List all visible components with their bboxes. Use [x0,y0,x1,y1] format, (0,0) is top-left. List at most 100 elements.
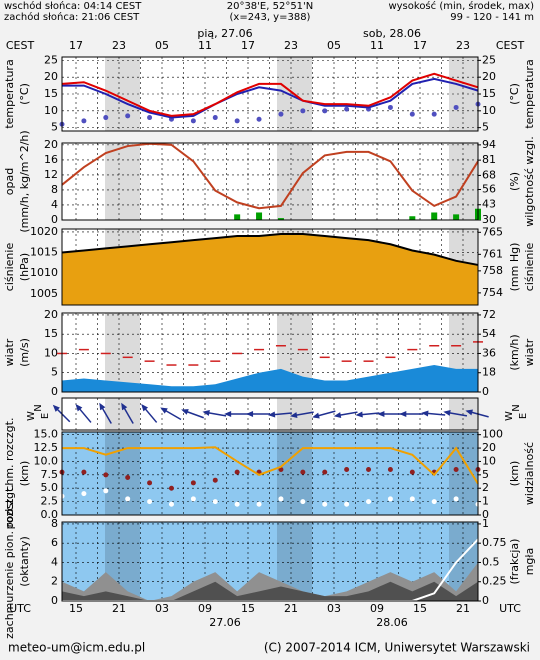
arrow-head [421,410,429,417]
y-tick-label: 25 [44,53,58,66]
hour-label: 21 [112,602,126,615]
y2-tick-label: 68 [482,168,496,181]
arrow-head [333,412,342,418]
coords: 20°38'E, 52°51'N [227,1,314,12]
y2-tick-label: 18 [482,366,496,379]
y2-axis-label: widzialność [523,442,536,505]
y-tick-label: 2 [51,575,58,588]
y-axis-unit: (km) [18,461,31,487]
y-tick-label: 0 [51,385,58,398]
date-label: pią, 27.06 [197,27,252,40]
series-dot [366,466,372,472]
y-tick-label: 16 [44,153,58,166]
wind-arrow [75,404,92,423]
wind-arrow [443,410,468,417]
precip-bar [453,214,460,220]
y2-tick-label: 1 [482,517,489,530]
compass-label: E [518,413,529,419]
series-dot [190,118,196,124]
y2-tick-label: 25 [482,53,496,66]
y2-tick-label: 10 [482,104,496,117]
night-band [277,143,312,220]
arrow-head [121,402,128,411]
y-tick-label: 12 [44,168,58,181]
y-tick-label: 2.5 [41,495,59,508]
y-axis-label: ciśnienie [3,243,16,292]
y-tick-label: 20 [44,70,58,83]
wind-arrow [377,411,402,417]
hour-label: 09 [370,602,384,615]
series-dot [322,108,328,114]
y2-tick-label: 1 [482,495,489,508]
series-dot [387,496,393,502]
night-band [277,432,312,515]
y-tick-label: 8 [51,517,58,530]
night-band [105,432,140,515]
y2-axis-unit: (km) [508,461,521,487]
y-tick-label: 8 [51,183,58,196]
series-dot [190,496,196,502]
arrow-head [181,409,189,415]
series-dot [300,469,306,475]
series-line [61,142,479,210]
arrow-head [75,404,83,412]
arrow-head [224,411,232,417]
hour-label: 23 [112,39,126,52]
y2-tick-label: 0.5 [482,555,500,568]
wind-arrow [399,411,424,417]
y-tick-label: 10 [44,104,58,117]
y-tick-label: 6 [51,536,58,549]
hour-label: 23 [456,39,470,52]
night-band [449,432,478,515]
y-tick-label: 1020 [30,225,58,238]
y2-tick-label: 56 [482,182,496,195]
y2-axis-unit: (frakcja) [508,539,521,585]
hour-label: 11 [370,39,384,52]
series-dot [212,115,218,121]
y-axis-label: podst. chm. rozczgt. [3,418,16,530]
y-tick-label: 10.0 [34,454,59,467]
y-axis-label: temperatura [3,59,16,128]
y2-tick-label: 0 [482,508,489,521]
hour-label: 09 [198,602,212,615]
y-tick-label: 4 [51,198,58,211]
wind-arrow [141,404,158,423]
series-dot [322,469,328,475]
series-dot [147,115,153,121]
compass-label: N [33,404,44,411]
hour-label: 17 [413,39,427,52]
y2-axis-label: ciśnienie [523,243,536,292]
hour-label: 05 [327,39,341,52]
email: meteo-um@icm.edu.pl [8,641,145,655]
y-tick-label: 0 [51,213,58,226]
wind-arrow [355,411,380,418]
arrow-head [312,412,320,419]
height-title: wysokość (min, środek, max) [388,0,534,12]
y2-tick-label: 765 [482,225,503,238]
series-area [62,581,478,601]
panel-frame [61,312,479,393]
compass-label: W [504,411,515,421]
y-tick-label: 4 [51,555,58,568]
y-tick-label: 20 [44,138,58,151]
series-dot [300,108,306,114]
wind-arrow [121,402,134,424]
y2-axis-unit: (°C) [508,83,521,105]
date-label: sob, 28.06 [363,27,421,40]
copyright: (C) 2007-2014 ICM, Uniwersytet Warszawsk… [264,641,530,655]
series-dot [234,501,240,507]
series-line [62,446,479,485]
y-axis-unit: (m/s) [18,338,31,367]
y2-tick-label: 72 [482,308,496,321]
panel-frame [61,142,479,221]
time-zone: CEST [496,39,525,52]
compass-label: E [40,413,51,419]
y2-axis-unit: (mm Hg) [508,243,521,292]
date-label: 27.06 [209,616,241,629]
y2-tick-label: 0.75 [482,536,507,549]
wind-arrow [246,411,271,417]
y-axis-label: wiatr [3,338,16,366]
y2-tick-label: 754 [482,286,503,299]
